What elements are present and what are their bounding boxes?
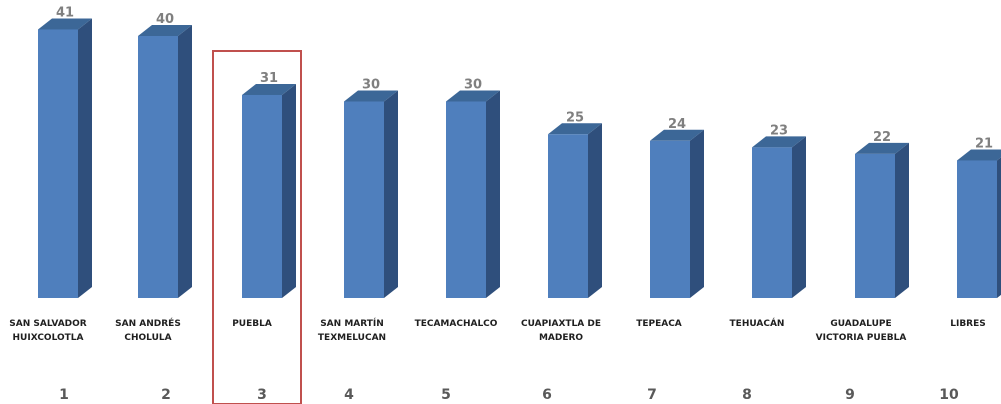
bar-front <box>752 147 792 298</box>
bar-side <box>792 136 806 298</box>
category-label-line: HUIXCOLOTLA <box>13 333 84 343</box>
bar-front <box>650 140 690 298</box>
bar-side <box>178 25 192 298</box>
category-label-line: VICTORIA PUEBLA <box>816 333 907 343</box>
category-label-line: GUADALUPE <box>830 319 891 329</box>
value-label-2: 40 <box>156 12 174 27</box>
category-label-8: TEHUACÁN <box>730 317 785 329</box>
value-label-9: 22 <box>873 130 891 145</box>
bar-front <box>38 29 78 298</box>
bar-side <box>895 142 909 298</box>
bar-10 <box>957 149 1001 298</box>
rank-labels-group: 1 2 3 4 5 6 7 8 9 10 <box>59 387 959 403</box>
rank-label-5: 5 <box>441 387 451 403</box>
category-label-4: SAN MARTÍN TEXMELUCAN <box>318 317 386 343</box>
bar-front <box>855 153 895 298</box>
bar-front <box>138 36 178 298</box>
bar-front <box>548 134 588 298</box>
bar-side <box>282 83 296 298</box>
bar-side <box>486 90 500 298</box>
category-label-line: CUAPIAXTLA DE <box>521 319 601 329</box>
category-label-line: TEPEACA <box>636 319 682 329</box>
bar-8 <box>752 136 806 298</box>
bar-top <box>446 90 500 102</box>
bar-1 <box>38 18 92 298</box>
category-label-1: SAN SALVADOR HUIXCOLOTLA <box>9 319 86 343</box>
bar-front <box>242 94 282 298</box>
rank-label-9: 9 <box>845 387 855 403</box>
bar-front <box>344 101 384 298</box>
rank-label-8: 8 <box>742 387 752 403</box>
category-label-6: CUAPIAXTLA DE MADERO <box>521 319 601 343</box>
value-labels-group: 41 40 31 30 30 25 24 23 22 21 <box>56 5 993 151</box>
bar-2 <box>138 25 192 298</box>
bar-top <box>138 25 192 36</box>
rank-label-1: 1 <box>59 387 69 403</box>
value-label-7: 24 <box>668 117 686 132</box>
bar-side <box>690 129 704 298</box>
category-label-line: SAN MARTÍN <box>320 317 384 329</box>
value-label-8: 23 <box>770 123 788 138</box>
rank-label-10: 10 <box>939 387 959 403</box>
category-label-line: CHOLULA <box>124 333 171 343</box>
category-label-line: LIBRES <box>950 319 986 329</box>
rank-label-3: 3 <box>257 387 267 403</box>
bar-side <box>78 18 92 298</box>
bar-top <box>242 83 296 95</box>
category-label-line: MADERO <box>539 333 583 343</box>
category-label-2: SAN ANDRÉS CHOLULA <box>115 317 181 343</box>
bar-4 <box>344 90 398 298</box>
bar-5 <box>446 90 500 298</box>
value-label-10: 21 <box>975 136 993 151</box>
value-label-6: 25 <box>566 110 584 125</box>
bar-top <box>548 123 602 135</box>
bar-side <box>997 157 1001 298</box>
bar-9 <box>855 142 909 298</box>
bar-top <box>38 18 92 30</box>
bar-top <box>344 90 398 102</box>
rank-label-6: 6 <box>542 387 552 403</box>
category-label-5: TECAMACHALCO <box>415 319 498 329</box>
highlight-box <box>212 50 302 404</box>
category-label-line: SAN ANDRÉS <box>115 317 181 329</box>
value-label-3: 31 <box>260 71 278 86</box>
bar-top <box>752 136 806 148</box>
bar-front <box>957 160 997 298</box>
category-label-7: TEPEACA <box>636 319 682 329</box>
value-label-5: 30 <box>464 78 482 93</box>
category-label-9: GUADALUPE VICTORIA PUEBLA <box>816 319 907 343</box>
bar-7 <box>650 129 704 298</box>
bar-3 <box>242 83 296 298</box>
bar-side <box>588 123 602 298</box>
category-label-line: TECAMACHALCO <box>415 319 498 329</box>
bars-group <box>38 18 1001 298</box>
bar-front <box>446 101 486 298</box>
rank-label-2: 2 <box>161 387 171 403</box>
value-label-4: 30 <box>362 78 380 93</box>
category-label-10: LIBRES <box>950 319 986 329</box>
category-label-line: SAN SALVADOR <box>9 319 86 329</box>
category-label-line: TEXMELUCAN <box>318 333 386 343</box>
bar-side <box>384 90 398 298</box>
category-label-line: TEHUACÁN <box>730 317 785 329</box>
category-labels-group: SAN SALVADOR HUIXCOLOTLA SAN ANDRÉS CHOLULA… <box>9 317 985 343</box>
bar-top <box>957 149 1001 161</box>
bar-6 <box>548 123 602 298</box>
bar-top <box>855 142 909 154</box>
category-label-3: PUEBLA <box>232 319 272 329</box>
value-label-1: 41 <box>56 5 74 20</box>
bar-top <box>650 129 704 141</box>
category-label-line: PUEBLA <box>232 319 272 329</box>
rank-label-4: 4 <box>344 387 354 403</box>
rank-label-7: 7 <box>647 387 657 403</box>
